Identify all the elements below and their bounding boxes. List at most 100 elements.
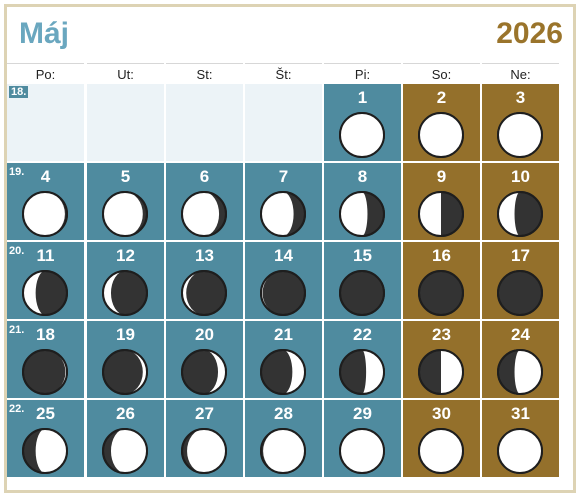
moon-phase-icon <box>102 428 148 474</box>
day-cell[interactable]: 22. 25 <box>7 400 84 477</box>
day-number: 29 <box>353 404 372 423</box>
moon-phase-icon <box>260 428 306 474</box>
day-number: 16 <box>432 246 451 265</box>
moon-phase-icon <box>181 428 227 474</box>
day-cell[interactable]: 1 <box>324 84 401 161</box>
weekday-label: Št: <box>245 63 322 84</box>
empty-day-cell <box>87 84 164 161</box>
day-cell[interactable]: 5 <box>87 163 164 240</box>
day-number: 2 <box>436 88 447 107</box>
day-number: 4 <box>40 167 51 186</box>
day-number: 25 <box>36 404 55 423</box>
moon-phase-icon <box>260 270 306 316</box>
day-cell[interactable]: 20 <box>166 321 243 398</box>
weekday-label: Po: <box>7 63 84 84</box>
day-cell[interactable]: 19. 4 <box>7 163 84 240</box>
day-number: 18 <box>36 325 55 344</box>
week-number: 18. <box>9 86 29 98</box>
day-number: 23 <box>432 325 451 344</box>
day-cell[interactable]: 10 <box>482 163 559 240</box>
day-cell[interactable]: 30 <box>403 400 480 477</box>
day-cell[interactable]: 8 <box>324 163 401 240</box>
moon-phase-icon <box>339 112 385 158</box>
moon-phase-icon <box>260 191 306 237</box>
day-cell[interactable]: 22 <box>324 321 401 398</box>
day-cell[interactable]: 26 <box>87 400 164 477</box>
day-number: 5 <box>120 167 131 186</box>
day-cell[interactable]: 17 <box>482 242 559 319</box>
moon-phase-icon <box>181 270 227 316</box>
moon-phase-icon <box>339 270 385 316</box>
moon-phase-icon <box>418 349 464 395</box>
day-cell[interactable]: 21 <box>245 321 322 398</box>
day-cell[interactable]: 28 <box>245 400 322 477</box>
week-number: 22. <box>9 403 25 415</box>
day-number: 6 <box>199 167 210 186</box>
calendar-header: Máj 2026 <box>7 7 573 63</box>
moon-phase-icon <box>102 349 148 395</box>
day-cell[interactable]: 14 <box>245 242 322 319</box>
moon-phase-icon <box>497 428 543 474</box>
moon-phase-icon <box>22 270 68 316</box>
weekday-label: St: <box>166 63 243 84</box>
moon-phase-icon <box>260 349 306 395</box>
day-cell[interactable]: 31 <box>482 400 559 477</box>
day-cell[interactable]: 3 <box>482 84 559 161</box>
day-cell[interactable]: 12 <box>87 242 164 319</box>
day-number: 8 <box>357 167 368 186</box>
day-number: 17 <box>511 246 530 265</box>
weekday-label: Pi: <box>324 63 401 84</box>
moon-phase-icon <box>418 191 464 237</box>
empty-day-cell <box>166 84 243 161</box>
year-title: 2026 <box>496 17 563 50</box>
day-cell[interactable]: 27 <box>166 400 243 477</box>
day-number: 13 <box>195 246 214 265</box>
day-cell[interactable]: 15 <box>324 242 401 319</box>
day-number: 27 <box>195 404 214 423</box>
day-cell[interactable]: 7 <box>245 163 322 240</box>
day-number: 10 <box>511 167 530 186</box>
moon-phase-icon <box>339 349 385 395</box>
moon-phase-icon <box>497 112 543 158</box>
day-cell[interactable]: 13 <box>166 242 243 319</box>
day-number: 20 <box>195 325 214 344</box>
day-number: 21 <box>274 325 293 344</box>
weekday-label: Ne: <box>482 63 559 84</box>
day-number: 26 <box>116 404 135 423</box>
day-cell[interactable]: 19 <box>87 321 164 398</box>
moon-phase-icon <box>339 428 385 474</box>
day-cell[interactable]: 16 <box>403 242 480 319</box>
day-number: 30 <box>432 404 451 423</box>
day-cell[interactable]: 24 <box>482 321 559 398</box>
moon-phase-icon <box>22 191 68 237</box>
day-cell[interactable]: 29 <box>324 400 401 477</box>
empty-day-cell <box>245 84 322 161</box>
day-number: 3 <box>515 88 526 107</box>
day-number: 11 <box>36 246 55 265</box>
day-cell[interactable]: 6 <box>166 163 243 240</box>
moon-phase-icon <box>102 191 148 237</box>
moon-phase-icon <box>181 191 227 237</box>
weekday-header-row: Po: Ut: St: Št: Pi: So: Ne: <box>7 63 573 83</box>
day-number: 14 <box>274 246 293 265</box>
moon-phase-icon <box>22 428 68 474</box>
weekday-label: Ut: <box>87 63 164 84</box>
day-number: 12 <box>116 246 135 265</box>
moon-phase-icon <box>418 428 464 474</box>
day-cell[interactable]: 2 <box>403 84 480 161</box>
week-number: 20. <box>9 245 25 257</box>
day-cell[interactable]: 20. 11 <box>7 242 84 319</box>
day-number: 9 <box>436 167 447 186</box>
day-number: 24 <box>511 325 530 344</box>
day-number: 28 <box>274 404 293 423</box>
moon-phase-icon <box>22 349 68 395</box>
moon-phase-icon <box>339 191 385 237</box>
moon-phase-icon <box>181 349 227 395</box>
day-cell[interactable]: 9 <box>403 163 480 240</box>
month-title: Máj <box>19 17 70 50</box>
day-cell[interactable]: 21. 18 <box>7 321 84 398</box>
day-number: 7 <box>278 167 289 186</box>
moon-phase-icon <box>497 270 543 316</box>
moon-phase-icon <box>418 112 464 158</box>
day-cell[interactable]: 23 <box>403 321 480 398</box>
